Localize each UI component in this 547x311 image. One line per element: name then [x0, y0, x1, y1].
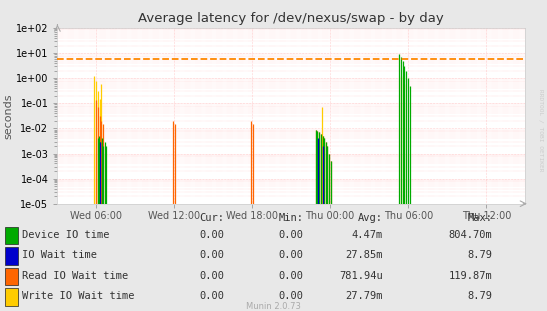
Title: Average latency for /dev/nexus/swap - by day: Average latency for /dev/nexus/swap - by…	[138, 12, 444, 26]
Text: Avg:: Avg:	[358, 213, 383, 223]
Text: Min:: Min:	[278, 213, 304, 223]
Text: 0.00: 0.00	[199, 250, 224, 260]
Text: IO Wait time: IO Wait time	[22, 250, 97, 260]
Bar	[5, 288, 18, 306]
Text: 27.85m: 27.85m	[345, 250, 383, 260]
Text: Max:: Max:	[467, 213, 492, 223]
Text: Device IO time: Device IO time	[22, 230, 109, 239]
Text: 4.47m: 4.47m	[352, 230, 383, 239]
Text: Cur:: Cur:	[199, 213, 224, 223]
Bar	[5, 227, 18, 244]
Text: 0.00: 0.00	[278, 230, 304, 239]
Y-axis label: seconds: seconds	[3, 93, 13, 139]
Text: Read IO Wait time: Read IO Wait time	[22, 271, 128, 281]
Text: 8.79: 8.79	[467, 250, 492, 260]
Text: Munin 2.0.73: Munin 2.0.73	[246, 302, 301, 311]
Text: 0.00: 0.00	[199, 271, 224, 281]
Text: Write IO Wait time: Write IO Wait time	[22, 291, 135, 301]
Text: 0.00: 0.00	[278, 250, 304, 260]
Text: RRDTOOL / TOBI OETIKER: RRDTOOL / TOBI OETIKER	[538, 89, 543, 172]
Text: 0.00: 0.00	[278, 271, 304, 281]
Text: 119.87m: 119.87m	[449, 271, 492, 281]
Text: 0.00: 0.00	[199, 291, 224, 301]
Bar	[5, 268, 18, 285]
Text: 781.94u: 781.94u	[339, 271, 383, 281]
Bar	[5, 247, 18, 265]
Text: 0.00: 0.00	[199, 230, 224, 239]
Text: 27.79m: 27.79m	[345, 291, 383, 301]
Text: 0.00: 0.00	[278, 291, 304, 301]
Text: 8.79: 8.79	[467, 291, 492, 301]
Text: 804.70m: 804.70m	[449, 230, 492, 239]
